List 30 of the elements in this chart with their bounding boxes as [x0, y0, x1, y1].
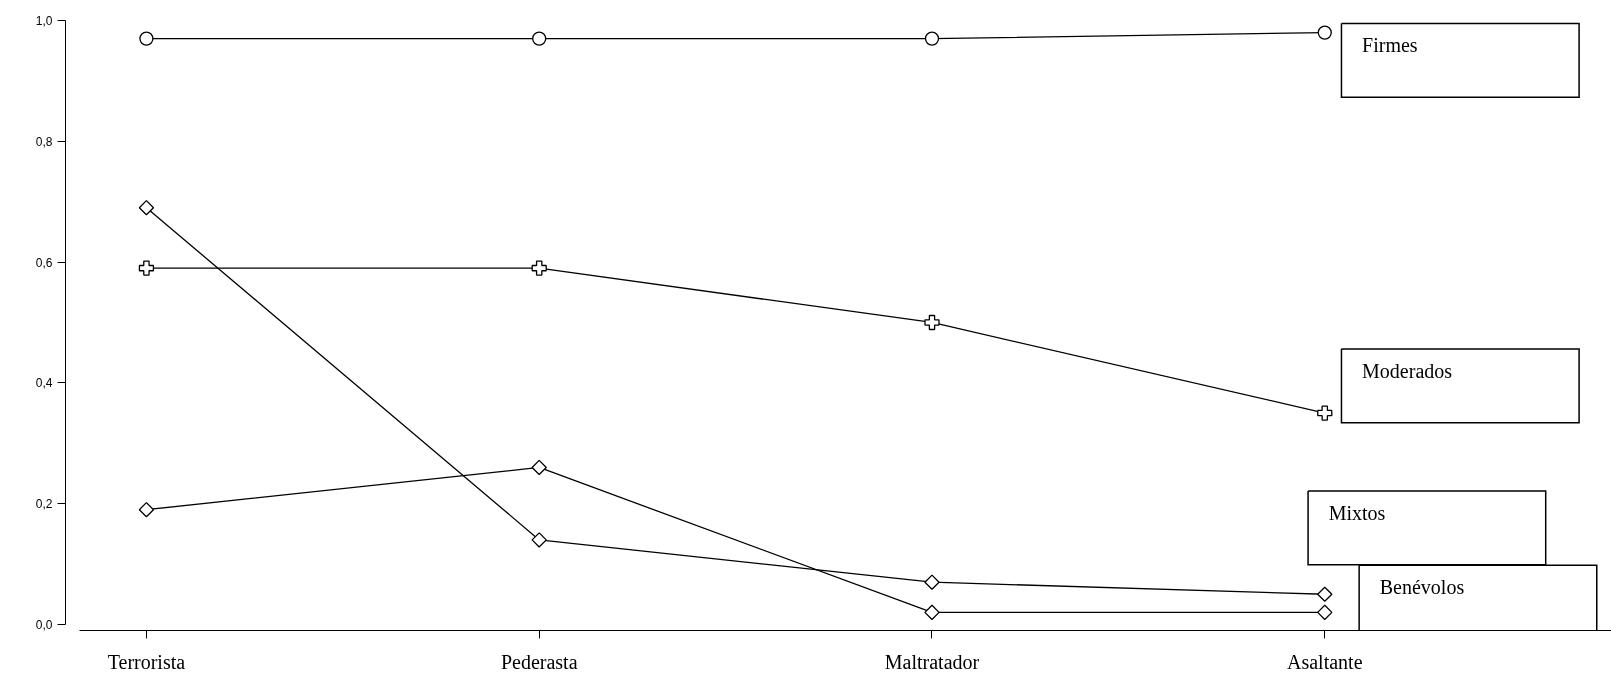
y-tick-label: 0,8 — [35, 134, 53, 149]
point — [1317, 604, 1333, 621]
point — [532, 31, 547, 46]
text: Mixtos — [1328, 501, 1386, 524]
point — [924, 31, 940, 46]
point — [138, 501, 155, 518]
point — [1317, 586, 1333, 602]
text: Moderados — [1362, 359, 1453, 382]
point — [139, 31, 154, 46]
point — [924, 574, 940, 590]
point — [531, 532, 547, 548]
y-tick-label: 1,0 — [35, 14, 53, 28]
y-tick-label: 0,6 — [35, 255, 53, 270]
point — [924, 604, 940, 621]
y-tick-label: 0,4 — [35, 376, 53, 391]
point — [1317, 405, 1333, 421]
text: Benévolos — [1379, 576, 1465, 599]
x-tick-label: Asaltante — [1287, 650, 1363, 673]
point — [1317, 25, 1332, 40]
y-tick-label: 0,2 — [35, 497, 53, 512]
point — [531, 260, 547, 276]
point — [138, 260, 155, 276]
point — [924, 314, 940, 331]
point — [138, 200, 155, 216]
y-tick-label: 0,0 — [35, 617, 53, 632]
x-tick-label: Maltratador — [884, 650, 980, 673]
series-label: Firmes — [1362, 34, 1418, 57]
x-tick-label: Terrorista — [107, 650, 186, 673]
point — [531, 459, 547, 476]
x-tick-label: Pederasta — [500, 650, 578, 673]
